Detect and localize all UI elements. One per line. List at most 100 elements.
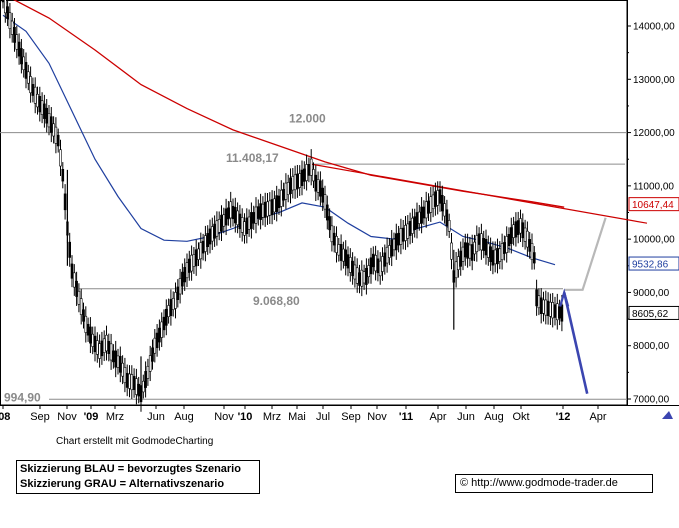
price-candle [96, 340, 99, 355]
price-candle [43, 103, 46, 119]
price-candle [13, 27, 16, 43]
price-candle [332, 232, 336, 246]
chart-credit: Chart erstellt mit GodmodeCharting [56, 436, 214, 447]
price-candle [144, 371, 147, 388]
price-candle [270, 199, 274, 216]
price-candle [188, 258, 191, 273]
price-candle [305, 164, 308, 181]
price-candle [123, 367, 127, 384]
price-candle [171, 298, 175, 310]
price-candle [275, 195, 279, 212]
price-candle [183, 267, 186, 283]
downtrend-line [311, 163, 648, 224]
price-candle [252, 212, 255, 224]
price-candle [555, 303, 559, 321]
price-candle [302, 168, 306, 182]
x-tick-label: Aug [484, 411, 504, 423]
price-candle [560, 304, 564, 322]
x-tick-label: Nov [367, 411, 387, 423]
y-tick-label: 10000,00 [633, 235, 675, 246]
source-url[interactable]: © http://www.godmode-trader.de [455, 474, 653, 493]
price-candle [40, 100, 44, 115]
price-candle [415, 212, 419, 229]
price-candle [369, 257, 373, 275]
price-candle [388, 245, 391, 258]
price-candle [328, 216, 331, 231]
price-candle [422, 206, 426, 219]
price-candle [98, 343, 101, 359]
price-candle [335, 236, 338, 253]
price-candle [185, 262, 189, 279]
price-candle [29, 76, 32, 94]
price-candle [100, 340, 104, 357]
price-candle [160, 321, 163, 338]
price-candle [79, 298, 83, 315]
price-candle [447, 220, 451, 232]
price-candle [277, 195, 281, 208]
price-candle [330, 225, 334, 243]
price-candle [114, 350, 117, 368]
price-candle [358, 272, 361, 286]
price-candle [461, 246, 465, 262]
price-candle [339, 244, 343, 261]
price-candle [484, 238, 488, 256]
price-candle [507, 234, 511, 247]
price-candle [128, 373, 131, 389]
price-candle [47, 113, 51, 128]
price-candle [222, 214, 226, 227]
x-tick-label: Sep [30, 411, 50, 423]
x-tick-label: '12 [556, 411, 571, 423]
price-candle [443, 203, 446, 217]
price-candle [54, 126, 58, 144]
x-tick-label: Apr [429, 411, 446, 423]
x-tick-label: Okt [512, 411, 529, 423]
price-candle [84, 315, 88, 333]
price-candle [153, 337, 157, 354]
price-tag [628, 197, 679, 212]
price-candle [211, 226, 214, 242]
price-candle [503, 242, 506, 254]
price-candle [374, 255, 377, 272]
nav-arrow-icon [662, 411, 673, 419]
price-candle [307, 164, 311, 176]
price-candle [383, 252, 387, 267]
price-candle [440, 195, 444, 212]
x-tick-label: '10 [238, 411, 253, 423]
price-candle [289, 177, 292, 195]
price-candle [112, 350, 115, 363]
price-candle [20, 48, 23, 65]
price-candle [130, 374, 134, 391]
price-candle [427, 200, 430, 214]
price-candle [482, 238, 486, 251]
level-label-11408: 11.408,17 [226, 151, 279, 165]
price-candle [532, 252, 536, 264]
price-candle [480, 233, 483, 251]
price-candle [1, 0, 5, 3]
price-candle [234, 207, 237, 224]
price-candle [190, 254, 193, 272]
price-candle [493, 249, 497, 265]
price-candle [116, 355, 120, 368]
price-candle [466, 242, 469, 259]
price-candle [158, 327, 161, 343]
scenario-legend: Skizzierung BLAU = bevorzugtes Szenario … [16, 460, 260, 494]
price-candle [436, 190, 440, 206]
price-candle [321, 187, 325, 203]
price-candle [314, 174, 318, 192]
x-tick-label: Sep [341, 411, 361, 423]
price-candle [348, 257, 352, 273]
legend-gray-scenario: Skizzierung GRAU = Alternativszenario [20, 478, 225, 490]
price-candle [362, 271, 366, 284]
price-candle [178, 278, 182, 295]
price-tag-label: 10647,44 [632, 200, 674, 211]
price-candle [512, 224, 515, 238]
price-candle [530, 243, 534, 261]
price-candle [169, 299, 173, 316]
price-candle [325, 204, 329, 221]
price-candle [105, 334, 108, 352]
price-candle [220, 214, 223, 232]
price-candle [89, 326, 92, 344]
price-candle [217, 219, 221, 233]
price-candle [353, 264, 357, 280]
y-tick-label: 12000,00 [633, 128, 675, 139]
